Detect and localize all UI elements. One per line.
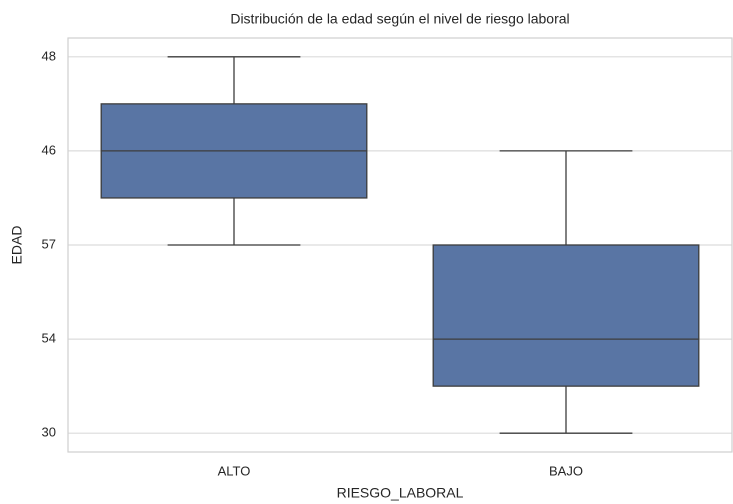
y-tick-label: 46 — [42, 142, 56, 157]
y-tick-label: 30 — [42, 425, 56, 440]
box — [432, 244, 700, 387]
chart-title: Distribución de la edad según el nivel d… — [230, 11, 569, 27]
y-tick-label: 54 — [42, 331, 56, 346]
x-axis-label: RIESGO_LABORAL — [337, 485, 464, 501]
x-tick-label: ALTO — [218, 463, 251, 478]
y-tick-label: 57 — [42, 236, 56, 251]
y-tick-label: 48 — [42, 48, 56, 63]
x-tick-label: BAJO — [549, 463, 583, 478]
plot-frame — [67, 37, 733, 453]
y-axis-label: EDAD — [9, 226, 25, 265]
